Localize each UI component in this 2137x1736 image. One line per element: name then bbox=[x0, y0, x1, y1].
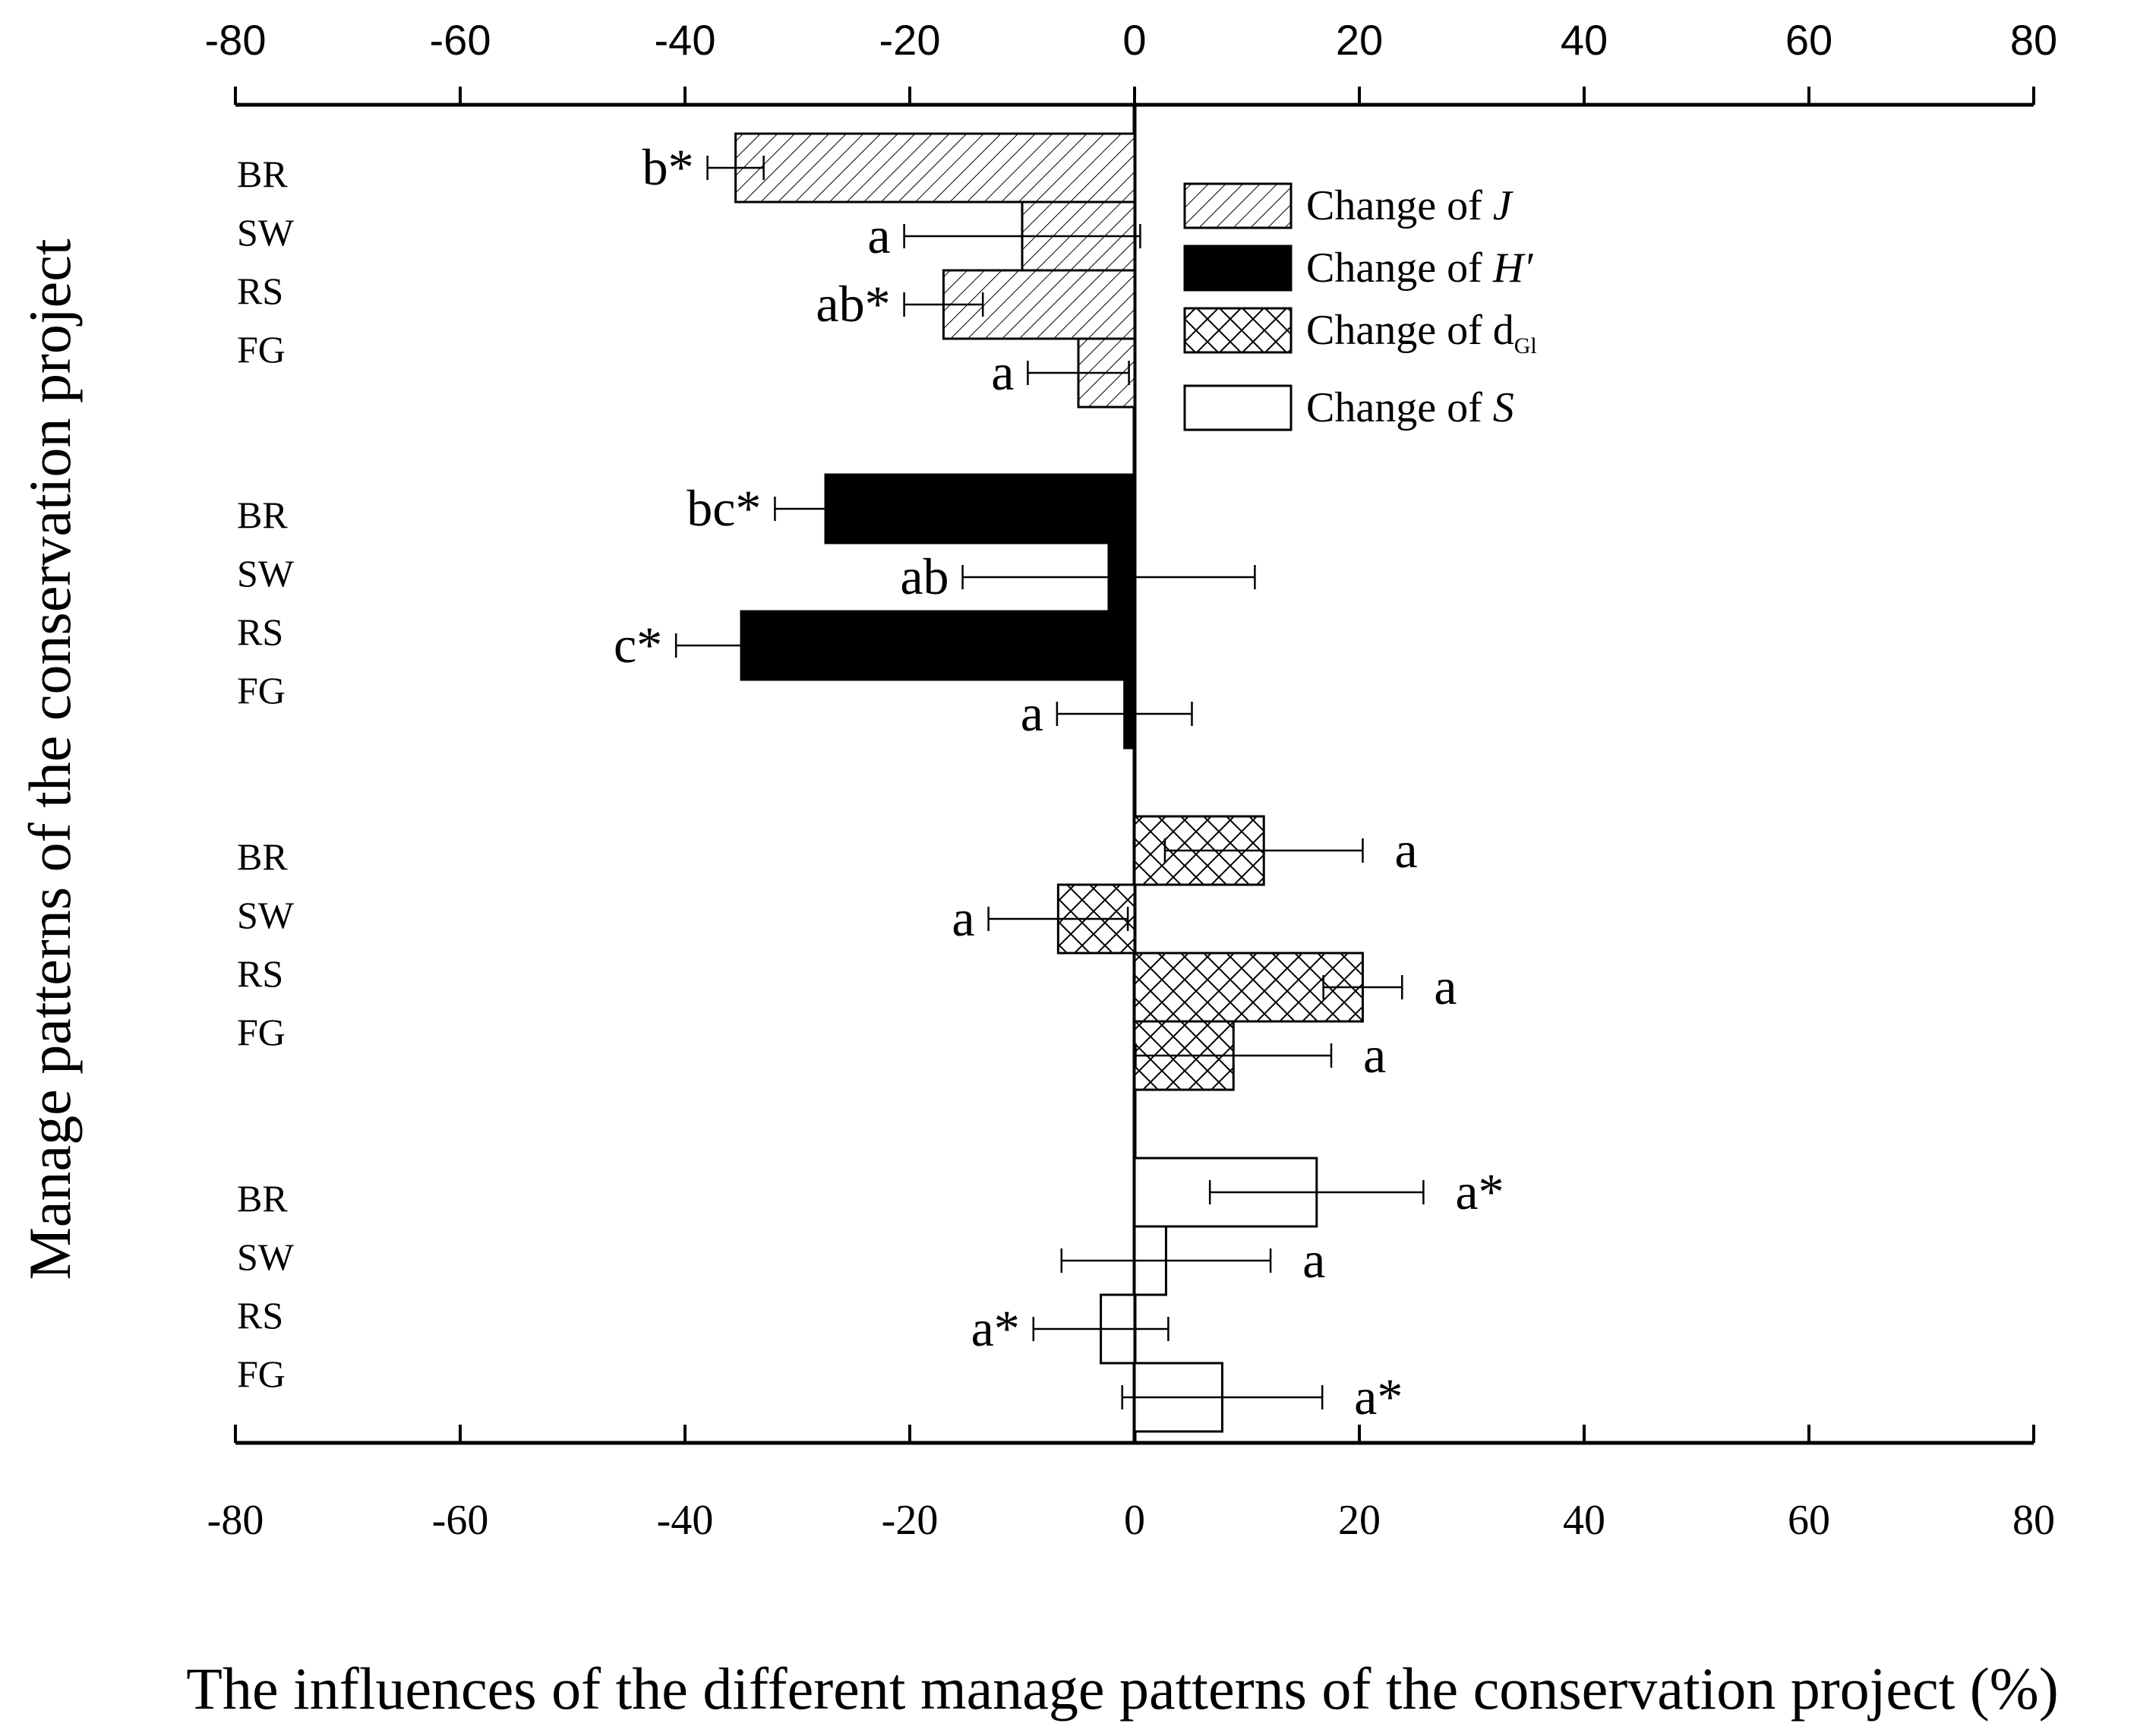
top-tick-label: 40 bbox=[1561, 16, 1608, 64]
legend-swatch bbox=[1183, 182, 1293, 229]
top-tick-label: -20 bbox=[879, 16, 941, 64]
bar bbox=[734, 132, 1136, 204]
category-label: RS bbox=[237, 1294, 283, 1337]
category-label: FG bbox=[237, 1011, 286, 1053]
labels-group: BR SW RS FG b* a ab* a BR SW RS FG bc* ab c* a BR SW RS FG a… bbox=[237, 138, 1504, 1425]
legend-swatch bbox=[1183, 245, 1293, 292]
category-label: BR bbox=[237, 835, 288, 878]
bottom-tick-label: 0 bbox=[1124, 1497, 1145, 1544]
legend-label: Change of dGl bbox=[1306, 307, 1537, 358]
category-label: SW bbox=[237, 211, 295, 254]
significance-label: a bbox=[1302, 1231, 1325, 1289]
top-tick-label: 0 bbox=[1122, 16, 1146, 64]
significance-label: a* bbox=[1354, 1368, 1403, 1425]
bottom-tick-label: 20 bbox=[1338, 1497, 1381, 1544]
significance-label: a bbox=[867, 207, 890, 264]
category-label: SW bbox=[237, 552, 295, 595]
bars-group bbox=[674, 132, 1425, 1433]
significance-label: c* bbox=[614, 616, 662, 674]
bottom-tick-label: 60 bbox=[1788, 1497, 1830, 1544]
significance-label: a bbox=[1394, 821, 1417, 879]
legend-swatch bbox=[1183, 384, 1293, 431]
top-tick-label: -80 bbox=[205, 16, 267, 64]
bottom-tick-label: 40 bbox=[1563, 1497, 1605, 1544]
top-tick-label: 80 bbox=[2010, 16, 2057, 64]
x-axis-title: The influences of the different manage p… bbox=[186, 1656, 2058, 1722]
significance-label: a bbox=[952, 889, 974, 947]
category-label: BR bbox=[237, 1177, 288, 1220]
bottom-tick-label: -40 bbox=[657, 1497, 714, 1544]
legend-label: Change of H′ bbox=[1306, 245, 1533, 292]
significance-label: a bbox=[1434, 958, 1457, 1015]
top-tick-label: 60 bbox=[1785, 16, 1832, 64]
legend-swatch bbox=[1183, 307, 1293, 354]
category-label: FG bbox=[237, 1353, 286, 1395]
y-axis-title: Manage patterns of the conservation proj… bbox=[17, 238, 83, 1280]
top-tick-label: -60 bbox=[430, 16, 491, 64]
significance-label: a bbox=[1363, 1026, 1386, 1084]
significance-label: a* bbox=[1455, 1163, 1504, 1220]
category-label: SW bbox=[237, 1236, 295, 1278]
significance-label: ab bbox=[900, 548, 949, 605]
significance-label: a* bbox=[971, 1299, 1020, 1357]
bottom-tick-label: -60 bbox=[432, 1497, 489, 1544]
significance-label: a bbox=[1021, 684, 1043, 742]
category-label: FG bbox=[237, 669, 286, 712]
top-tick-label: -40 bbox=[655, 16, 716, 64]
top-tick-label: 20 bbox=[1336, 16, 1383, 64]
legend-label: Change of S bbox=[1306, 384, 1514, 431]
significance-label: a bbox=[991, 343, 1014, 401]
category-label: SW bbox=[237, 894, 295, 936]
category-label: RS bbox=[237, 611, 283, 653]
legend-label: Change of J bbox=[1306, 182, 1514, 229]
category-label: BR bbox=[237, 153, 288, 195]
legend: Change of J Change of H′ Change of dGl Chan… bbox=[1183, 182, 1537, 431]
category-label: RS bbox=[237, 270, 283, 312]
axes-group: -80 -80 -60 -60 -40 -40 -20 -20 0 0 20 20 40 40 60 60 80… bbox=[205, 16, 2058, 1544]
significance-label: ab* bbox=[816, 275, 890, 333]
category-label: FG bbox=[237, 328, 286, 371]
significance-label: b* bbox=[642, 138, 694, 196]
significance-label: bc* bbox=[687, 479, 761, 537]
bottom-tick-label: 80 bbox=[2012, 1497, 2055, 1544]
bottom-tick-label: -80 bbox=[207, 1497, 264, 1544]
bottom-tick-label: -20 bbox=[882, 1497, 939, 1544]
category-label: BR bbox=[237, 494, 288, 536]
category-label: RS bbox=[237, 952, 283, 995]
